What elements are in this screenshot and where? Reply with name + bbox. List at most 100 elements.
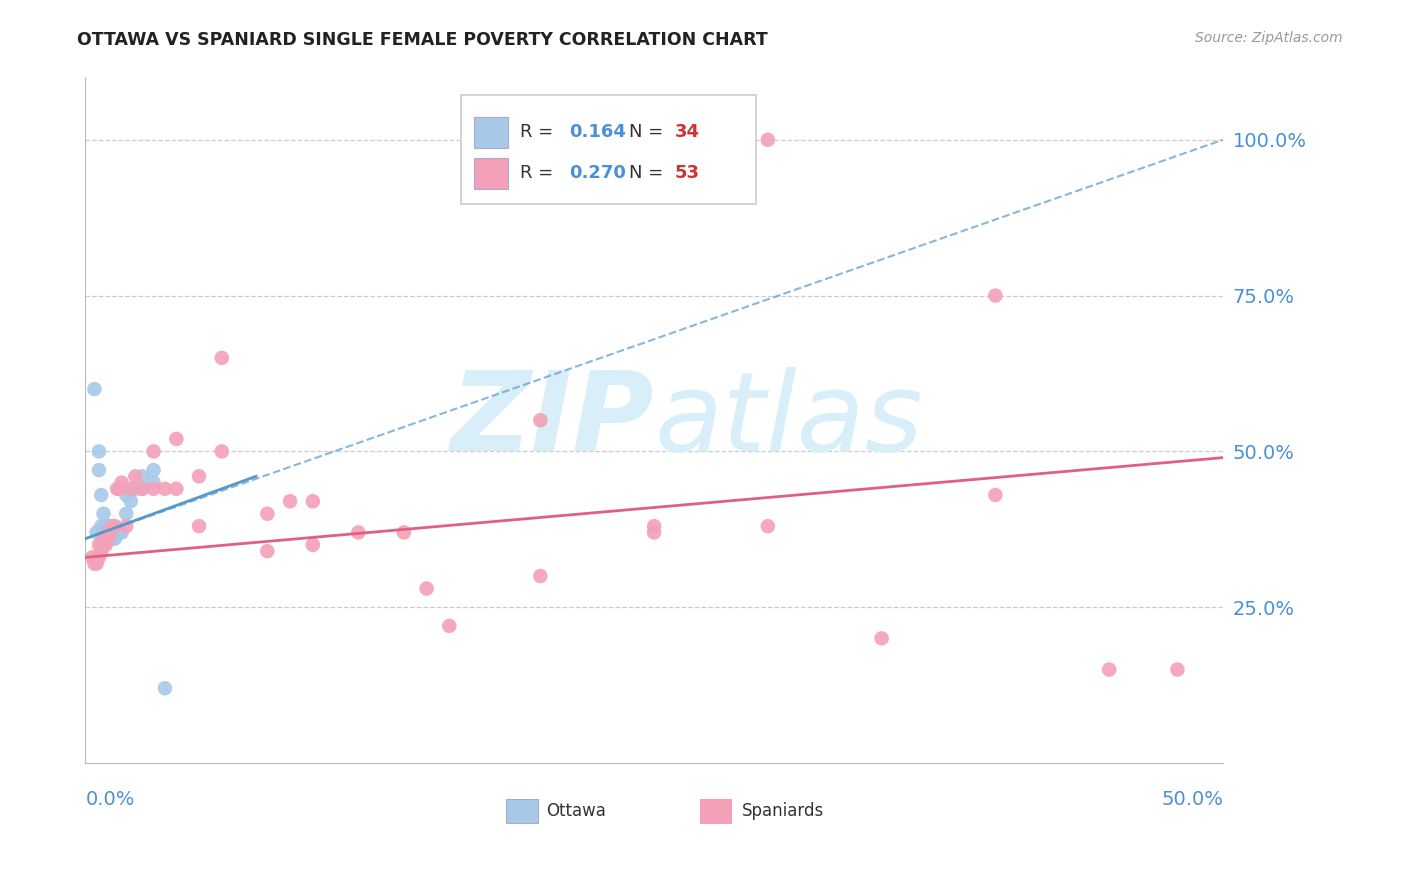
Point	[104, 525, 127, 540]
Point	[301, 538, 323, 552]
Point	[94, 538, 117, 552]
Point	[97, 525, 120, 540]
Text: atlas: atlas	[654, 367, 922, 474]
Point	[153, 482, 176, 496]
Text: OTTAWA VS SPANIARD SINGLE FEMALE POVERTY CORRELATION CHART: OTTAWA VS SPANIARD SINGLE FEMALE POVERTY…	[77, 31, 768, 49]
Text: N =: N =	[628, 164, 669, 183]
Point	[415, 582, 437, 596]
Point	[256, 507, 278, 521]
Y-axis label: Single Female Poverty: Single Female Poverty	[0, 335, 7, 506]
Point	[87, 538, 110, 552]
Point	[108, 525, 131, 540]
Bar	[700, 798, 731, 823]
Point	[211, 444, 233, 458]
Point	[93, 532, 115, 546]
Point	[94, 519, 117, 533]
Point	[97, 519, 120, 533]
Point	[98, 525, 121, 540]
Point	[188, 469, 211, 483]
Point	[97, 532, 120, 546]
Point	[90, 538, 112, 552]
Point	[124, 469, 146, 483]
Point	[1166, 663, 1188, 677]
Point	[93, 525, 115, 540]
Point	[142, 463, 165, 477]
Point	[87, 444, 110, 458]
Point	[120, 482, 142, 496]
Point	[97, 532, 120, 546]
Point	[108, 525, 131, 540]
Bar	[474, 117, 509, 148]
Point	[1098, 663, 1121, 677]
Point	[301, 494, 323, 508]
Point	[82, 550, 104, 565]
Point	[153, 681, 176, 696]
Point	[756, 133, 779, 147]
Point	[142, 482, 165, 496]
Point	[256, 544, 278, 558]
Text: 0.270: 0.270	[569, 164, 626, 183]
Point	[643, 519, 665, 533]
Text: Source: ZipAtlas.com: Source: ZipAtlas.com	[1195, 31, 1343, 45]
Point	[90, 544, 112, 558]
Text: R =: R =	[520, 123, 558, 141]
Point	[984, 488, 1007, 502]
Point	[86, 525, 108, 540]
Point	[347, 525, 370, 540]
Point	[120, 494, 142, 508]
Point	[131, 469, 153, 483]
Point	[101, 519, 124, 533]
Point	[165, 432, 187, 446]
Point	[108, 482, 131, 496]
Point	[93, 507, 115, 521]
Point	[94, 532, 117, 546]
Point	[392, 525, 415, 540]
Point	[439, 619, 461, 633]
Point	[529, 569, 551, 583]
Point	[105, 482, 128, 496]
Point	[529, 413, 551, 427]
Point	[115, 488, 138, 502]
Point	[984, 288, 1007, 302]
Text: R =: R =	[520, 164, 558, 183]
Point	[83, 382, 105, 396]
Point	[86, 550, 108, 565]
Bar	[506, 798, 538, 823]
Point	[97, 525, 120, 540]
Text: 0.0%: 0.0%	[86, 790, 135, 809]
Point	[90, 519, 112, 533]
Point	[211, 351, 233, 365]
Point	[115, 519, 138, 533]
Point	[131, 482, 153, 496]
Point	[101, 525, 124, 540]
Point	[870, 632, 893, 646]
Text: 34: 34	[675, 123, 700, 141]
Point	[142, 475, 165, 490]
Point	[104, 532, 127, 546]
Text: Ottawa: Ottawa	[546, 802, 606, 820]
Point	[98, 519, 121, 533]
Point	[90, 488, 112, 502]
Text: 0.164: 0.164	[569, 123, 626, 141]
Point	[87, 550, 110, 565]
Text: Spaniards: Spaniards	[742, 802, 824, 820]
Point	[124, 482, 146, 496]
Point	[756, 519, 779, 533]
Point	[111, 475, 134, 490]
Point	[86, 557, 108, 571]
Point	[104, 519, 127, 533]
Point	[142, 444, 165, 458]
Text: 53: 53	[675, 164, 700, 183]
Text: 50.0%: 50.0%	[1161, 790, 1223, 809]
Text: ZIP: ZIP	[450, 367, 654, 474]
Point	[94, 525, 117, 540]
FancyBboxPatch shape	[461, 95, 756, 204]
Point	[165, 482, 187, 496]
Point	[83, 557, 105, 571]
Point	[643, 525, 665, 540]
Point	[87, 463, 110, 477]
Point	[131, 482, 153, 496]
Point	[101, 532, 124, 546]
Point	[101, 532, 124, 546]
Text: N =: N =	[628, 123, 669, 141]
